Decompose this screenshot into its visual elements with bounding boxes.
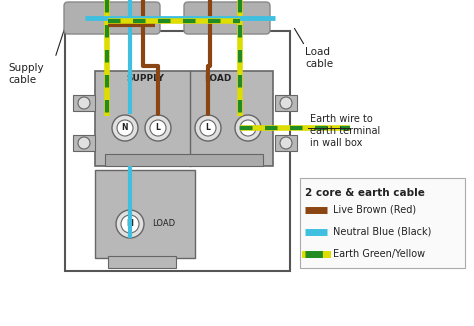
Text: Earth wire to
earth terminal
in wall box: Earth wire to earth terminal in wall box <box>310 114 380 148</box>
Bar <box>73 95 95 111</box>
Text: LOAD: LOAD <box>204 74 232 83</box>
Bar <box>65 31 290 271</box>
Text: Supply
cable: Supply cable <box>8 63 44 85</box>
Circle shape <box>121 215 139 233</box>
Circle shape <box>195 115 221 141</box>
Text: L: L <box>155 124 160 132</box>
Text: LOAD: LOAD <box>152 219 175 229</box>
Bar <box>108 256 176 268</box>
Circle shape <box>200 120 216 136</box>
Circle shape <box>116 210 144 238</box>
Text: L: L <box>206 124 210 132</box>
Bar <box>95 170 195 258</box>
Circle shape <box>150 120 166 136</box>
Circle shape <box>240 120 256 136</box>
FancyBboxPatch shape <box>64 2 160 34</box>
Circle shape <box>78 97 90 109</box>
Circle shape <box>145 115 171 141</box>
Text: Load
cable: Load cable <box>305 47 333 69</box>
Circle shape <box>235 115 261 141</box>
Text: Neutral Blue (Black): Neutral Blue (Black) <box>333 227 431 237</box>
Text: N: N <box>127 219 134 229</box>
Bar <box>73 135 95 151</box>
Bar <box>105 154 263 166</box>
Text: SUPPLY: SUPPLY <box>126 74 164 83</box>
FancyBboxPatch shape <box>184 2 270 34</box>
Text: 2 core & earth cable: 2 core & earth cable <box>305 188 425 198</box>
Circle shape <box>78 137 90 149</box>
Text: Live Brown (Red): Live Brown (Red) <box>333 205 416 215</box>
Circle shape <box>117 120 133 136</box>
Text: N: N <box>122 124 128 132</box>
Circle shape <box>280 97 292 109</box>
Text: Earth Green/Yellow: Earth Green/Yellow <box>333 249 425 259</box>
Bar <box>95 71 273 166</box>
Circle shape <box>112 115 138 141</box>
Bar <box>300 178 465 268</box>
Bar <box>275 95 297 111</box>
Bar <box>275 135 297 151</box>
Circle shape <box>280 137 292 149</box>
